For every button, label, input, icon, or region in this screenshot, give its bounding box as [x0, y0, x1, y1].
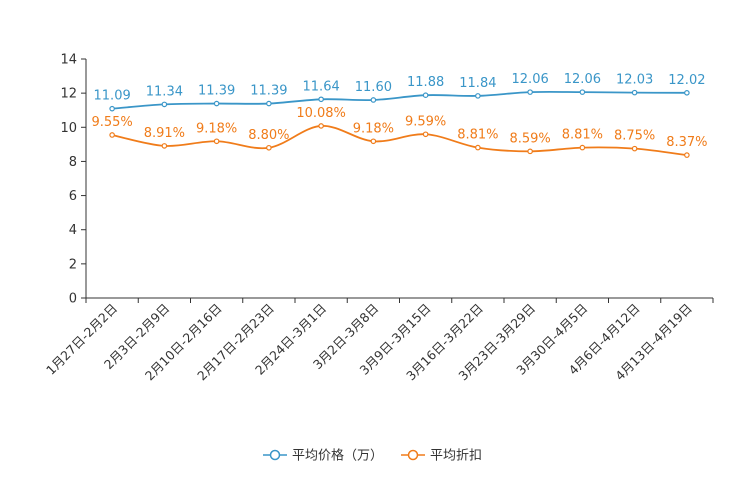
data-point[interactable]	[161, 143, 168, 149]
data-point[interactable]	[684, 90, 690, 96]
data-point[interactable]	[579, 89, 586, 95]
legend[interactable]: 平均价格（万） 平均折扣	[263, 448, 482, 464]
data-label: 12.06	[564, 72, 601, 87]
data-label: 12.03	[616, 73, 653, 88]
y-tick-label: 0	[69, 292, 77, 307]
data-point[interactable]	[318, 96, 324, 103]
data-label: 11.34	[146, 84, 183, 99]
data-point[interactable]	[213, 100, 220, 107]
data-point[interactable]	[684, 152, 690, 158]
axes: 024681012141月27日-2月2日2月3日-2月9日2月10日-2月16…	[43, 53, 714, 383]
y-tick-label: 12	[60, 87, 77, 102]
data-label: 8.91%	[144, 126, 185, 141]
y-tick-label: 6	[69, 189, 77, 204]
data-point[interactable]	[475, 144, 481, 151]
data-point[interactable]	[370, 138, 377, 145]
data-label: 12.06	[512, 72, 549, 87]
data-label: 8.81%	[457, 128, 498, 143]
data-label: 11.60	[355, 80, 392, 95]
legend-item-1[interactable]: 平均折扣	[401, 449, 482, 464]
data-label: 9.18%	[196, 121, 237, 136]
data-point[interactable]	[109, 132, 115, 138]
data-point[interactable]	[631, 89, 638, 96]
data-point[interactable]	[213, 138, 220, 145]
data-label: 11.39	[250, 84, 287, 99]
y-tick-label: 8	[69, 155, 77, 170]
legend-marker	[269, 449, 281, 461]
y-tick-label: 14	[60, 53, 77, 68]
data-label: 9.18%	[353, 121, 394, 136]
data-point[interactable]	[422, 92, 429, 98]
data-point[interactable]	[109, 105, 115, 112]
data-label: 8.81%	[562, 128, 603, 143]
data-label: 8.59%	[509, 131, 550, 146]
data-label: 11.09	[94, 89, 131, 104]
y-tick-label: 10	[60, 121, 77, 136]
data-label: 11.64	[303, 79, 340, 94]
data-point[interactable]	[475, 93, 481, 99]
data-label: 8.37%	[666, 135, 707, 150]
data-point[interactable]	[527, 148, 533, 155]
data-label: 8.80%	[248, 128, 289, 143]
data-label: 12.02	[668, 73, 705, 88]
data-label: 8.75%	[614, 129, 655, 144]
data-point[interactable]	[527, 89, 533, 95]
data-label: 9.59%	[405, 114, 446, 129]
data-point[interactable]	[579, 144, 586, 151]
data-label: 11.39	[198, 84, 235, 99]
legend-label: 平均折扣	[430, 449, 482, 464]
legend-marker	[407, 449, 419, 461]
data-label: 9.55%	[91, 115, 132, 130]
series-1: 9.55% 8.91% 9.18% 8.80% 10.08% 9.18% 9.59% 8.81…	[91, 106, 708, 158]
data-label: 10.08%	[296, 106, 346, 121]
y-tick-label: 2	[69, 257, 77, 272]
data-point[interactable]	[161, 101, 168, 108]
series-line	[112, 90, 687, 110]
series-line	[111, 125, 687, 157]
series-layer: 11.09 11.34 11.39 11.39 11.64 11.60 11.88 11.84…	[91, 72, 708, 158]
legend-label: 平均价格（万）	[292, 448, 383, 464]
data-point[interactable]	[631, 145, 638, 152]
data-label: 11.88	[407, 75, 444, 90]
data-point[interactable]	[318, 123, 324, 129]
series-0: 11.09 11.34 11.39 11.39 11.64 11.60 11.88 11.84…	[94, 72, 705, 112]
data-label: 11.84	[459, 76, 496, 91]
data-point[interactable]	[370, 97, 377, 103]
data-point[interactable]	[266, 144, 272, 151]
data-point[interactable]	[422, 131, 429, 138]
y-tick-label: 4	[69, 223, 77, 238]
legend-item-0[interactable]: 平均价格（万）	[263, 448, 383, 464]
data-point[interactable]	[266, 100, 272, 107]
